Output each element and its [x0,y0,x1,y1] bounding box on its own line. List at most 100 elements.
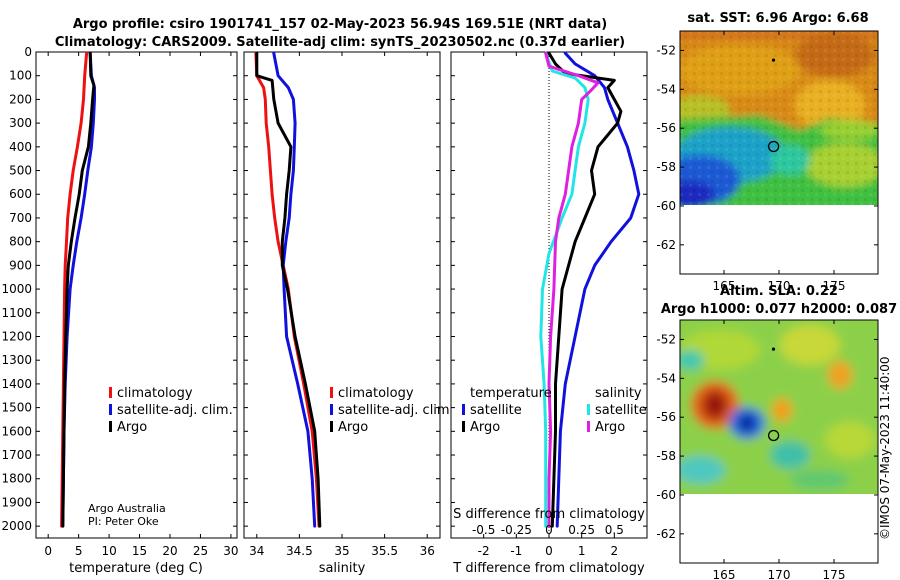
lat-tick-label: -62 [656,527,676,541]
sla-map-title-line1: Altim. SLA: 0.22 [720,284,838,299]
legend-label-s-argo: Argo [595,420,625,435]
lat-tick-label: -56 [656,410,676,424]
imos-watermark: ©IMOS 07-May-2023 11:40:00 [878,356,892,540]
y-tick-label: 400 [9,140,32,154]
difference-y-axis [451,51,647,527]
x2-tick-label: 0.5 [605,523,624,537]
temperature-x-axis: 0 5 10 15 20 25 30 [44,52,239,558]
legend-swatch-argo [330,421,333,432]
header-title-line1: Argo profile: csiro 1901741_157 02-May-2… [73,17,607,32]
legend-label-climatology: climatology [338,386,414,401]
x-tick-label: 10 [101,544,116,558]
salinity-x-axis: 34 34.5 35 35.5 36 [249,52,435,558]
series-line-argo [255,51,322,528]
y-tick-label: 1900 [1,495,32,509]
difference-x2-label: S difference from climatology [453,507,645,522]
legend-swatch-climatology [109,387,112,398]
lat-tick-label: -58 [656,449,676,463]
difference-x-label: T difference from climatology [452,561,645,576]
legend-title-temperature: temperature [470,386,552,401]
x2-tick-label: 0 [545,523,553,537]
legend-swatch-t-argo [462,421,465,432]
temperature-legend: climatology satellite-adj. clim. Argo [109,386,233,435]
lat-tick-label: -52 [656,332,676,346]
legend-swatch-t-satellite [462,404,465,415]
lon-tick-label: 170 [768,279,791,293]
temperature-series [60,51,96,528]
credit-line2: PI: Peter Oke [88,515,159,528]
series-line-s-argo [544,51,600,528]
y-tick-label: 800 [9,235,32,249]
y-tick-label: 0 [24,45,32,59]
y-tick-label: 1800 [1,472,32,486]
difference-legend: temperature salinity satellite Argo sate… [462,386,647,435]
y-tick-label: 1400 [1,377,32,391]
sla-map-panel: Altim. SLA: 0.22 Argo h1000: 0.077 h2000… [656,284,897,580]
y-tick-label: 100 [9,69,32,83]
legend-swatch-s-argo [587,421,590,432]
legend-label-t-argo: Argo [470,420,500,435]
x2-tick-label: 0.25 [568,523,595,537]
x-tick-label: 25 [193,544,208,558]
x-tick-label: -1 [510,544,522,558]
x2-tick-label: -0.25 [501,523,532,537]
series-line-t-argo [547,51,623,528]
y-tick-label: 600 [9,187,32,201]
x2-tick-label: -0.5 [472,523,495,537]
legend-swatch-argo [109,421,112,432]
lon-tick-label: 170 [768,568,791,580]
x-tick-label: 1 [578,544,586,558]
x-tick-label: 5 [75,544,83,558]
lon-tick-label: 165 [713,568,736,580]
x-tick-label: -2 [478,544,490,558]
argo-position-marker [767,429,780,442]
x-tick-label: 34.5 [286,544,313,558]
lat-tick-label: -54 [656,82,676,96]
credit-line1: Argo Australia [88,502,166,515]
series-line-argo [61,51,96,528]
lat-tick-label: -56 [656,121,676,135]
legend-label-climatology: climatology [117,386,193,401]
y-tick-label: 500 [9,164,32,178]
x-tick-label: 0 [44,544,52,558]
salinity-panel: 34 34.5 35 35.5 36 salinity climatology sate… [243,51,454,576]
y-tick-label: 1000 [1,282,32,296]
lat-tick-label: -58 [656,160,676,174]
temperature-panel: 0100200300400500600700800900100011001200… [1,45,238,576]
y-tick-label: 1500 [1,401,32,415]
lat-tick-label: -60 [656,199,676,213]
series-line-climatology [254,51,321,528]
salinity-y-axis [244,51,440,527]
sst-map-axes: -52 -54 -56 -58 -60 -62 165 170 175 [656,31,878,293]
x-tick-label: 36 [420,544,435,558]
legend-title-salinity: salinity [595,386,642,401]
lat-tick-label: -54 [656,371,676,385]
x-tick-label: 0 [545,544,553,558]
x-tick-label: 20 [162,544,177,558]
legend-label-satellite: satellite-adj. clim. [117,403,233,418]
header-title-line2: Climatology: CARS2009. Satellite-adj cli… [55,35,625,50]
sst-map-panel: sat. SST: 6.96 Argo: 6.68 -52 -54 -56 -58 [656,11,879,293]
series-line-satellite-adj-clim [272,51,317,528]
y-tick-label: 1600 [1,424,32,438]
salinity-legend: climatology satellite-adj. clim. Argo [330,386,454,435]
salinity-axes-frame [243,51,441,539]
y-tick-label: 900 [9,258,32,272]
sla-map-field [680,320,878,494]
lon-tick-label: 175 [823,568,846,580]
x-tick-label: 35 [334,544,349,558]
y-tick-label: 1100 [1,306,32,320]
y-tick-label: 1300 [1,353,32,367]
y-tick-label: 700 [9,211,32,225]
reference-point-marker [771,58,776,62]
reference-point-marker [771,347,776,351]
sst-map-field [680,31,878,205]
temperature-x-label: temperature (deg C) [69,561,203,576]
x-tick-label: 34 [249,544,264,558]
sst-map-title: sat. SST: 6.96 Argo: 6.68 [687,11,868,26]
sla-map-axes: -52 -54 -56 -58 -60 -62 165 170 175 [656,320,878,580]
lat-tick-label: -52 [656,43,676,57]
lat-tick-label: -62 [656,238,676,252]
salinity-series [254,51,322,528]
legend-label-t-satellite: satellite [470,403,522,418]
